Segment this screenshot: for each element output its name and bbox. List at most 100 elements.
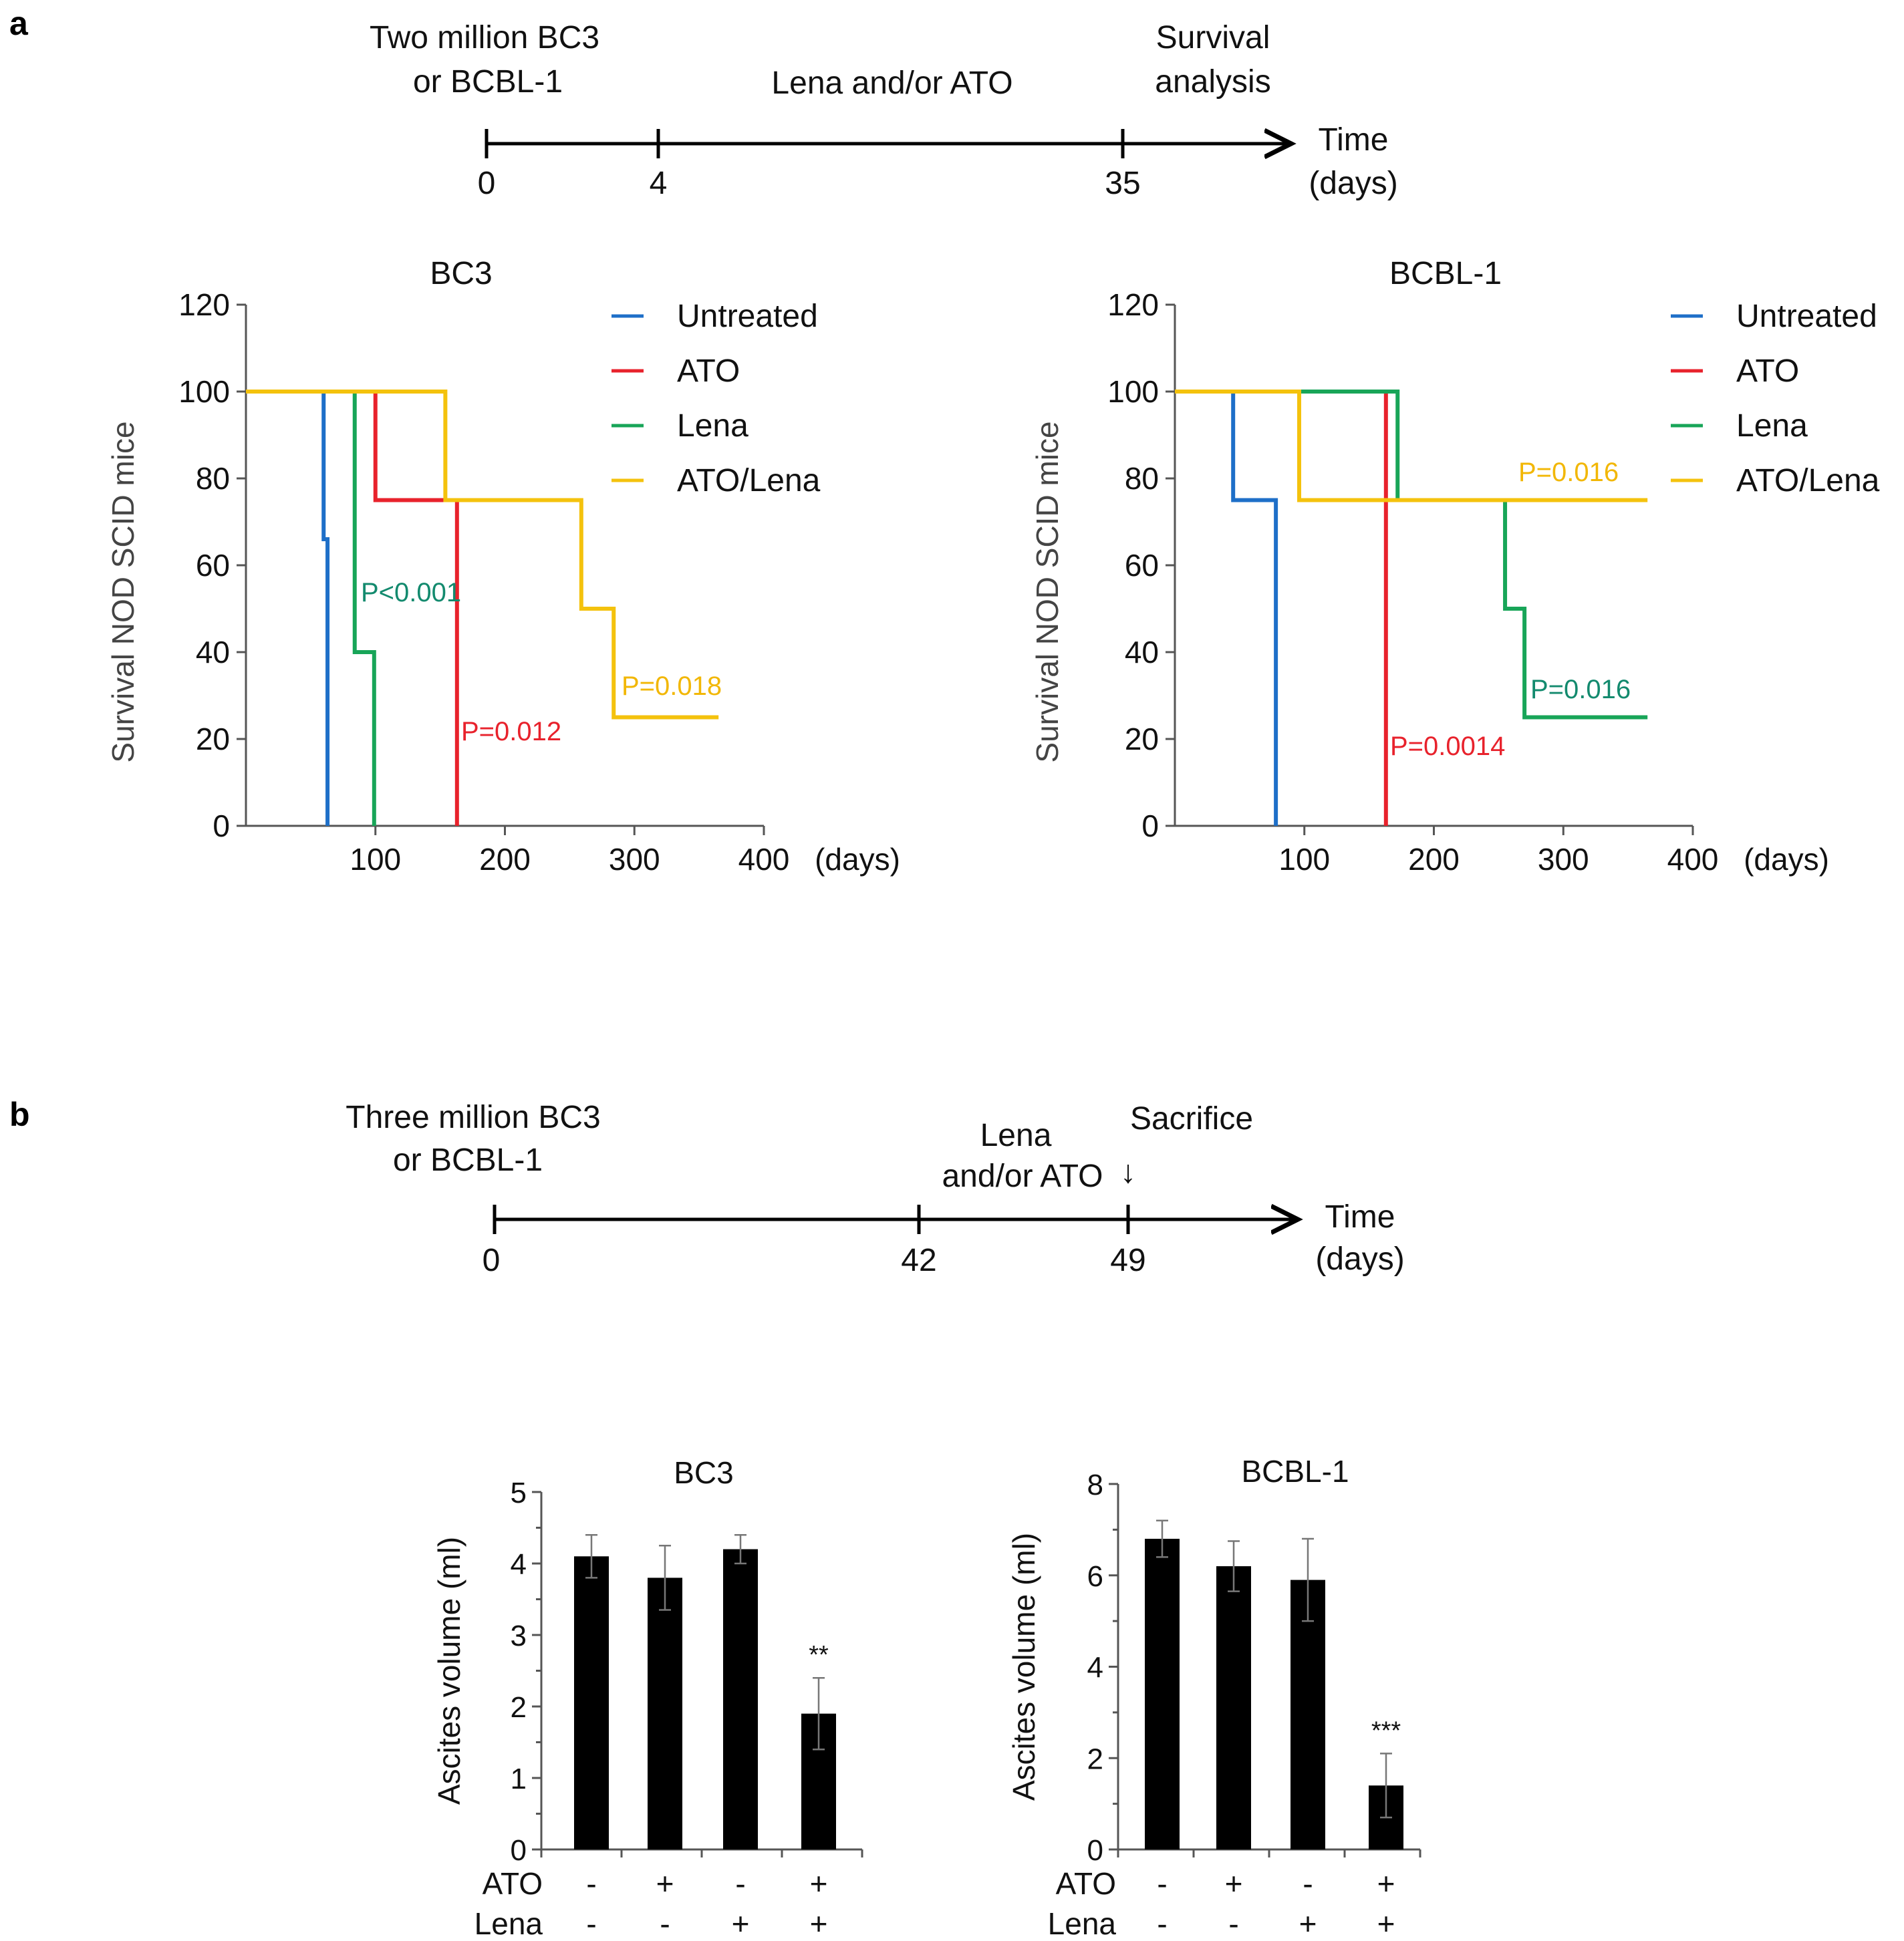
treatment-mark: +: [1299, 1906, 1317, 1941]
timeline-b-axis-label-line2: (days): [1315, 1241, 1404, 1277]
treatment-mark: -: [1157, 1906, 1167, 1941]
bar: [1145, 1539, 1180, 1849]
y-tick-label: 2: [511, 1691, 527, 1724]
x-tick-label: 200: [1408, 842, 1460, 877]
timeline-a-middle-label: Lena and/or ATO: [771, 65, 1012, 101]
timeline-b-tick-label-0: 0: [483, 1243, 501, 1278]
bar: [1290, 1580, 1325, 1849]
y-tick-label: 5: [511, 1477, 527, 1509]
y-tick-label: 120: [178, 287, 230, 322]
x-tick-label: 100: [1278, 842, 1330, 877]
legend-label: Lena: [677, 408, 749, 444]
survival-chart-1: BC3 0 20 40 60 80 100 120 100 200 300 400 (days) Surv…: [106, 256, 900, 877]
ascites-bar-chart-2: BCBL-1 0 2 4 6 8 Ascites volume (ml) *** ATO - + - +…: [1006, 1454, 1421, 1941]
timeline-b-left-label-line1: Three million BC3: [346, 1100, 600, 1135]
panel-a-label: a: [9, 5, 29, 42]
y-tick-label: 3: [511, 1620, 527, 1652]
treatment-mark: -: [1303, 1866, 1313, 1901]
y-tick-label: 80: [196, 461, 230, 496]
treatment-mark: +: [732, 1906, 750, 1941]
timeline-a-left-label-line1: Two million BC3: [370, 20, 599, 55]
y-tick-label: 8: [1087, 1469, 1103, 1501]
timeline-b-left-label-line2: or BCBL-1: [393, 1143, 543, 1178]
chart-title: BCBL-1: [1389, 256, 1502, 291]
treatment-row-label: Lena: [1048, 1906, 1117, 1941]
x-axis-label: (days): [815, 842, 900, 877]
y-tick-label: 0: [1141, 808, 1159, 843]
y-tick-label: 4: [1087, 1652, 1103, 1684]
legend-label: ATO/Lena: [1736, 463, 1880, 498]
treatment-mark: -: [586, 1866, 596, 1901]
bar: [648, 1578, 682, 1849]
y-axis-label: Ascites volume (ml): [432, 1537, 466, 1805]
legend-label: ATO: [1736, 353, 1799, 389]
chart-title: BC3: [674, 1455, 733, 1490]
x-tick-label: 200: [479, 842, 531, 877]
x-tick-label: 400: [738, 842, 790, 877]
y-tick-label: 40: [196, 635, 230, 669]
treatment-row-label: ATO: [1056, 1866, 1116, 1901]
legend-label: ATO/Lena: [677, 463, 821, 498]
panel-b-label: b: [9, 1096, 30, 1133]
treatment-mark: -: [660, 1906, 670, 1941]
timeline-b-tick-label-42: 42: [901, 1243, 936, 1278]
timeline-a-axis-label-line2: (days): [1309, 166, 1397, 201]
y-tick-label: 40: [1125, 635, 1159, 669]
y-tick-label: 20: [196, 722, 230, 756]
y-tick-label: 60: [196, 548, 230, 583]
timeline-a-right-label-line2: analysis: [1155, 64, 1270, 100]
timeline-b: Three million BC3 or BCBL-1 Lena and/or …: [346, 1100, 1404, 1278]
series-line-lena: [246, 390, 376, 826]
bar: [1216, 1566, 1251, 1849]
timeline-b-middle-label-line2: and/or ATO: [942, 1159, 1103, 1194]
timeline-a-tick-label-4: 4: [650, 166, 668, 201]
y-tick-label: 0: [213, 808, 230, 843]
y-axis-label: Survival NOD SCID mice: [1030, 421, 1065, 762]
treatment-row-label: ATO: [483, 1866, 543, 1901]
treatment-mark: -: [586, 1906, 596, 1941]
timeline-b-sacrifice-arrow: ↓: [1120, 1155, 1136, 1190]
treatment-row-label: Lena: [474, 1906, 543, 1941]
legend-label: Lena: [1736, 408, 1808, 444]
y-tick-label: 120: [1107, 287, 1159, 322]
treatment-mark: -: [735, 1866, 745, 1901]
x-axis-label: (days): [1744, 842, 1829, 877]
treatment-mark: +: [810, 1906, 828, 1941]
ascites-bar-chart-1: BC3 0 1 2 3 4 5 Ascites volume (ml) ** ATO - + - + Len…: [432, 1455, 863, 1941]
y-tick-label: 0: [511, 1834, 527, 1867]
timeline-a-axis-label-line1: Time: [1319, 122, 1389, 158]
y-tick-label: 4: [511, 1548, 527, 1581]
treatment-mark: +: [1377, 1906, 1395, 1941]
survival-chart-2: BCBL-1 0 20 40 60 80 100 120 100 200 300 400 (days) S…: [1030, 256, 1880, 877]
series-line-ato-lena: [1175, 390, 1648, 502]
timeline-a-left-label-line2: or BCBL-1: [413, 64, 563, 100]
timeline-b-tick-label-49: 49: [1110, 1243, 1145, 1278]
timeline-a-tick-label-0: 0: [478, 166, 496, 201]
y-axis-label: Ascites volume (ml): [1006, 1533, 1041, 1801]
y-tick-label: 1: [511, 1763, 527, 1795]
p-value-label: P=0.012: [461, 717, 561, 746]
significance-marker: ***: [1371, 1716, 1401, 1745]
x-tick-label: 300: [609, 842, 660, 877]
timeline-a-tick-label-35: 35: [1105, 166, 1140, 201]
treatment-mark: -: [1157, 1866, 1167, 1901]
p-value-label: P=0.016: [1518, 458, 1619, 487]
timeline-b-right-label: Sacrifice: [1130, 1101, 1253, 1137]
treatment-mark: -: [1228, 1906, 1238, 1941]
y-tick-label: 100: [178, 374, 230, 409]
series-line-ato-lena: [246, 390, 719, 720]
p-value-label: P=0.0014: [1390, 732, 1505, 761]
series-line-untreated: [1175, 390, 1278, 826]
bar: [723, 1549, 758, 1849]
x-tick-label: 400: [1667, 842, 1719, 877]
series-line-untreated: [246, 390, 330, 826]
treatment-mark: +: [656, 1866, 674, 1901]
legend-label: Untreated: [677, 299, 818, 334]
y-tick-label: 20: [1125, 722, 1159, 756]
y-tick-label: 100: [1107, 374, 1159, 409]
x-tick-label: 300: [1538, 842, 1589, 877]
legend-label: ATO: [677, 353, 740, 389]
series-line-ato: [1175, 390, 1388, 826]
treatment-mark: +: [1225, 1866, 1243, 1901]
timeline-a-right-label-line1: Survival: [1156, 20, 1270, 55]
